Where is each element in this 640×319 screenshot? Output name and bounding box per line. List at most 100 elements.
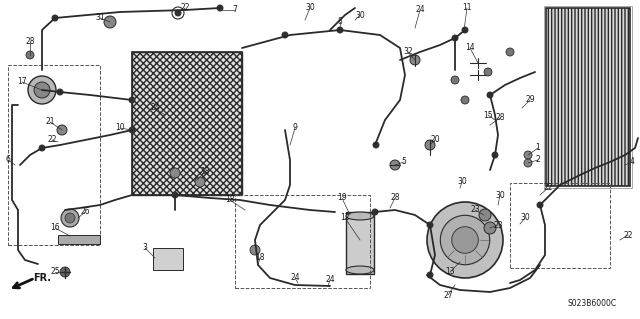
Circle shape	[484, 68, 492, 76]
Bar	[510, 183, 610, 268]
Text: 26: 26	[80, 207, 90, 217]
Text: 27: 27	[443, 291, 453, 300]
Text: 30: 30	[305, 4, 315, 12]
Bar	[153, 248, 183, 270]
Text: 18: 18	[225, 196, 235, 204]
Text: 13: 13	[445, 268, 455, 277]
Text: 18: 18	[255, 254, 265, 263]
Circle shape	[372, 142, 380, 149]
Circle shape	[492, 152, 499, 159]
Text: 22: 22	[180, 4, 189, 12]
Text: FR.: FR.	[33, 273, 51, 283]
Text: 30: 30	[457, 177, 467, 187]
Circle shape	[28, 76, 56, 104]
Circle shape	[250, 245, 260, 255]
Text: 25: 25	[50, 268, 60, 277]
Circle shape	[479, 209, 491, 221]
Circle shape	[337, 26, 344, 33]
Text: 23: 23	[470, 205, 480, 214]
Circle shape	[484, 222, 496, 234]
Circle shape	[506, 48, 514, 56]
Text: 2: 2	[536, 155, 540, 165]
Text: 30: 30	[355, 11, 365, 19]
Text: 28: 28	[495, 114, 505, 122]
Circle shape	[425, 140, 435, 150]
Circle shape	[426, 221, 433, 228]
Text: 17: 17	[17, 78, 27, 86]
Text: 24: 24	[150, 103, 160, 113]
Circle shape	[216, 4, 223, 11]
Bar	[346, 212, 374, 274]
Text: 10: 10	[115, 123, 125, 132]
Text: 1: 1	[536, 144, 540, 152]
Text: 24: 24	[415, 5, 425, 14]
Circle shape	[65, 213, 75, 223]
Circle shape	[390, 160, 400, 170]
Text: 4: 4	[630, 158, 634, 167]
Text: 21: 21	[45, 117, 55, 127]
Text: S023B6000C: S023B6000C	[568, 299, 617, 308]
Text: 9: 9	[292, 123, 298, 132]
Bar	[132, 52, 242, 195]
Circle shape	[461, 96, 469, 104]
Text: 22: 22	[543, 183, 553, 192]
Text: 31: 31	[95, 13, 105, 23]
Circle shape	[451, 76, 459, 84]
Text: 11: 11	[462, 4, 472, 12]
Circle shape	[426, 271, 433, 278]
Ellipse shape	[346, 212, 374, 220]
Text: 19: 19	[337, 194, 347, 203]
Text: 14: 14	[465, 43, 475, 53]
Bar	[8, 65, 100, 245]
Text: 29: 29	[525, 95, 535, 105]
Text: 32: 32	[403, 48, 413, 56]
Text: 8: 8	[338, 18, 342, 26]
Text: 18: 18	[200, 167, 210, 176]
Text: 6: 6	[6, 155, 10, 165]
Bar	[132, 52, 242, 195]
Circle shape	[427, 202, 503, 278]
Ellipse shape	[346, 266, 374, 274]
Text: 22: 22	[623, 231, 633, 240]
Circle shape	[26, 51, 34, 59]
Text: 30: 30	[495, 190, 505, 199]
Text: 5: 5	[401, 158, 406, 167]
Circle shape	[129, 127, 136, 133]
Text: 3: 3	[143, 243, 147, 253]
Text: 12: 12	[340, 213, 349, 222]
Circle shape	[451, 34, 458, 41]
Circle shape	[524, 151, 532, 159]
Bar	[544, 6, 632, 188]
Circle shape	[34, 82, 50, 98]
Circle shape	[51, 14, 58, 21]
Circle shape	[282, 32, 289, 39]
Circle shape	[452, 227, 478, 253]
Circle shape	[371, 209, 378, 216]
Circle shape	[524, 159, 532, 167]
Circle shape	[104, 16, 116, 28]
Circle shape	[461, 26, 468, 33]
Circle shape	[61, 209, 79, 227]
Text: 22: 22	[47, 136, 57, 145]
Bar	[546, 8, 630, 186]
Circle shape	[410, 55, 420, 65]
Circle shape	[57, 125, 67, 135]
Text: 20: 20	[430, 136, 440, 145]
Circle shape	[486, 92, 493, 99]
Text: 7: 7	[232, 5, 237, 14]
Text: 24: 24	[325, 276, 335, 285]
Text: 30: 30	[520, 213, 530, 222]
Circle shape	[170, 168, 180, 178]
Circle shape	[175, 10, 182, 17]
Circle shape	[38, 145, 45, 152]
Bar	[235, 195, 370, 288]
Text: 15: 15	[483, 110, 493, 120]
Circle shape	[56, 88, 63, 95]
Text: 24: 24	[290, 273, 300, 283]
Circle shape	[440, 215, 490, 265]
Bar	[58, 235, 100, 244]
Circle shape	[536, 202, 543, 209]
Text: 28: 28	[390, 194, 400, 203]
Text: 28: 28	[25, 38, 35, 47]
Circle shape	[60, 267, 70, 277]
